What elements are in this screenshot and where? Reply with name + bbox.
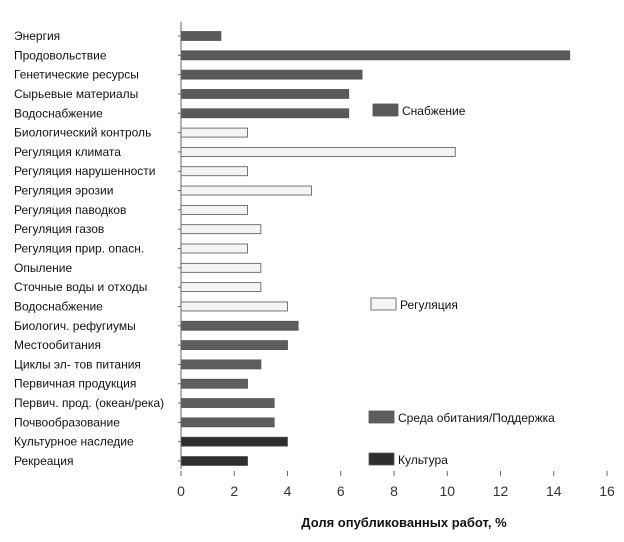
bar [180, 301, 288, 312]
category-label: Энергия [14, 29, 60, 43]
category-label: Почвообразование [14, 415, 120, 429]
bar [180, 359, 262, 370]
x-axis-title: Доля опубликованных работ, % [301, 515, 507, 530]
category-label: Местообитания [14, 338, 101, 352]
bar [180, 340, 288, 350]
legend-swatch [368, 452, 395, 466]
x-tick-label: 16 [599, 483, 615, 499]
bar [180, 50, 571, 61]
category-label: Регуляция климата [14, 145, 121, 159]
bar [180, 320, 299, 331]
category-label: Циклы эл- тов питания [14, 357, 141, 371]
legend-label: Среда обитания/Поддержка [398, 411, 555, 425]
x-tick-label: 12 [493, 483, 509, 499]
category-label: Биологич. рефугиумы [14, 319, 136, 333]
category-label: Сырьевые материалы [14, 87, 138, 101]
bar [180, 243, 248, 254]
x-tick-label: 0 [177, 483, 185, 499]
bar [180, 147, 456, 157]
category-label: Регуляция паводков [14, 203, 126, 217]
bar [180, 108, 350, 119]
category-label: Биологический контроль [14, 126, 151, 140]
x-tick-label: 10 [439, 483, 455, 499]
legend-swatch [372, 103, 399, 117]
bar [180, 204, 248, 215]
category-label: Регуляция прир. опасн. [14, 242, 144, 256]
category-label: Водоснабжение [14, 299, 103, 313]
bar [180, 127, 248, 138]
category-label: Сточные воды и отходы [14, 280, 147, 294]
bar [180, 166, 248, 177]
category-label: Регуляция нарушенности [14, 164, 155, 178]
legend-label: Культура [398, 453, 448, 467]
bar [180, 185, 312, 196]
x-tick-label: 4 [284, 483, 292, 499]
category-label: Регуляция эрозии [14, 184, 113, 198]
bar [180, 31, 222, 41]
bar [180, 69, 363, 80]
category-labels: Энергия Продовольствие Генетические ресурс… [14, 29, 181, 468]
bar [180, 89, 350, 99]
x-tick-label: 6 [337, 483, 345, 499]
category-label: Продовольствие [14, 48, 107, 62]
bar [180, 417, 275, 428]
legend-label: Снабжение [402, 104, 466, 118]
legend-swatch [368, 410, 395, 424]
bar [180, 262, 262, 273]
category-label: Первичная продукция [14, 377, 136, 391]
bar [180, 224, 262, 235]
category-label: Водоснабжение [14, 106, 103, 120]
legend-swatch [370, 297, 397, 311]
category-label: Генетические ресурсы [14, 68, 139, 82]
category-label: Рекреация [14, 454, 74, 468]
legend-label: Регуляция [400, 298, 458, 312]
category-label: Регуляция газов [14, 222, 104, 236]
bars-layer [180, 31, 571, 466]
x-tick-label: 8 [390, 483, 398, 499]
bar [180, 398, 275, 408]
legend: Снабжение Регуляция Среда обитания/Поддерж… [368, 103, 555, 467]
x-tick-label: 2 [230, 483, 238, 499]
category-label: Первич. прод. (океан/река) [14, 396, 164, 410]
bar [180, 436, 288, 447]
x-axis-ticks: 0 2 4 6 8 10 12 14 16 [177, 471, 615, 499]
bar [180, 282, 262, 293]
x-tick-label: 14 [546, 483, 562, 499]
bar [180, 378, 248, 389]
category-label: Опыление [14, 261, 72, 275]
bar [180, 456, 248, 466]
category-label: Культурное наследие [14, 435, 134, 449]
